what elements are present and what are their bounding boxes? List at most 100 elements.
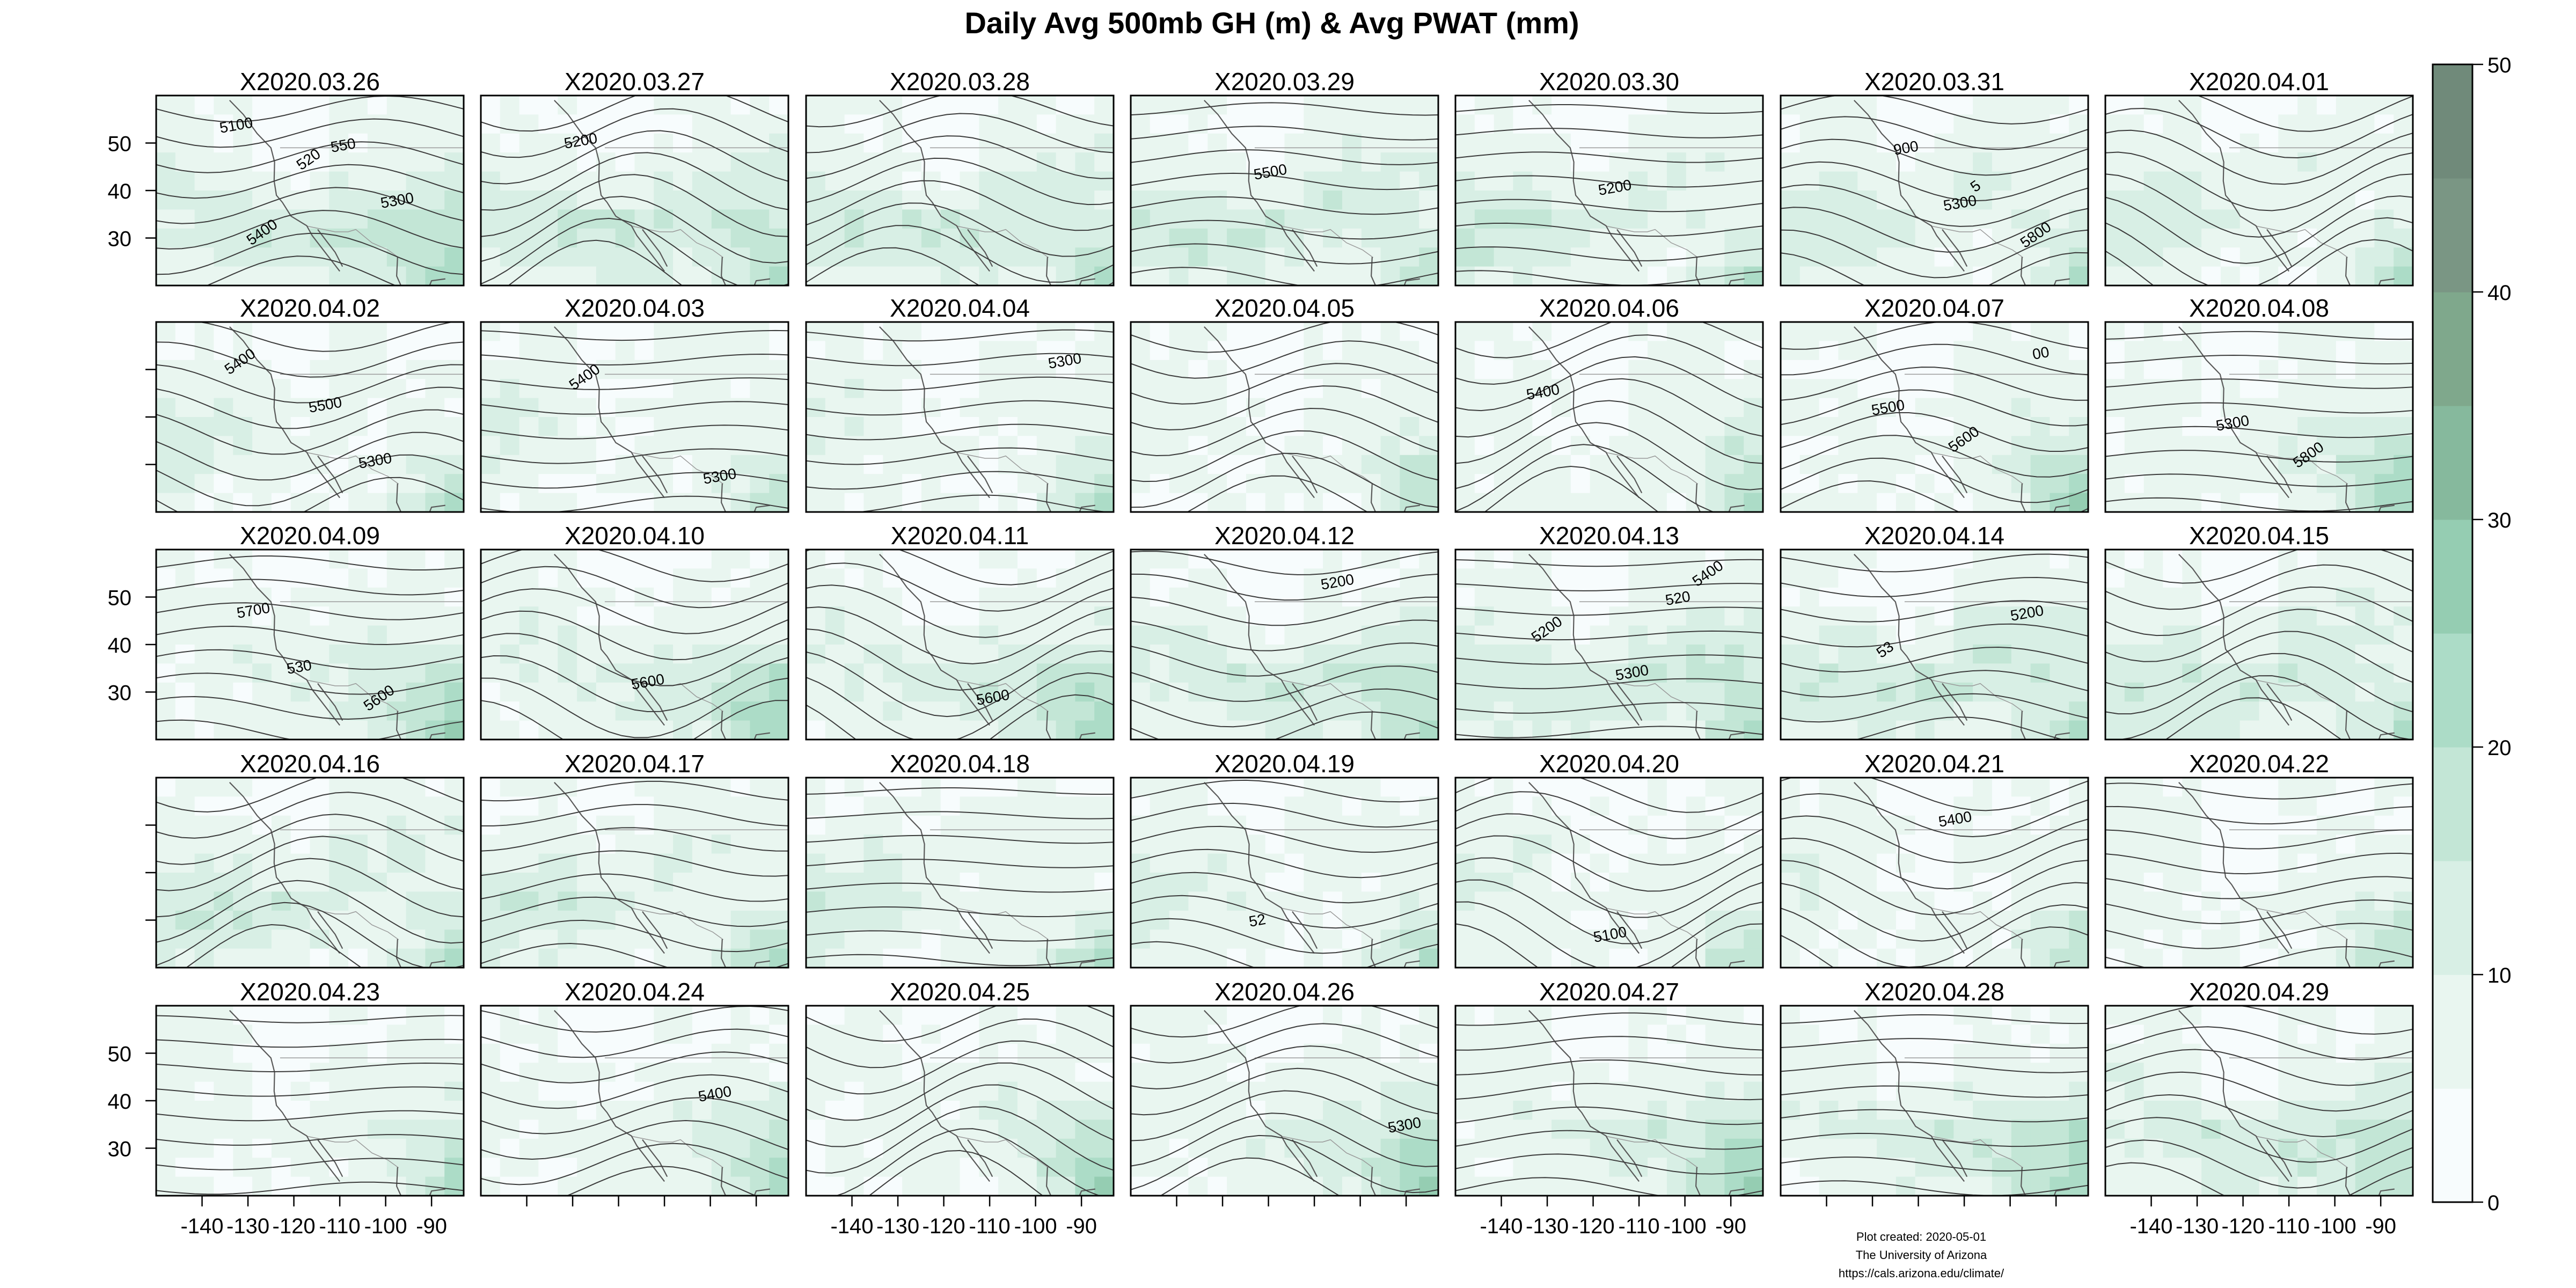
pwat-cell [1036, 625, 1057, 645]
pwat-cell [863, 360, 883, 379]
pwat-cell [577, 96, 597, 115]
pwat-cell [2163, 114, 2183, 134]
pwat-cell [2030, 322, 2050, 341]
pwat-cell [1380, 209, 1400, 229]
pwat-cell [1877, 682, 1897, 702]
pwat-cell [2240, 96, 2260, 115]
pwat-cell [1400, 96, 1419, 115]
pwat-cell [1513, 247, 1533, 267]
pwat-cell [1094, 568, 1114, 588]
pwat-cell [1934, 322, 1954, 341]
pwat-cell [1284, 663, 1304, 683]
pwat-cell [2316, 948, 2337, 968]
pwat-cell [194, 191, 214, 210]
pwat-cell [1513, 133, 1533, 153]
pwat-cell [902, 815, 922, 835]
pwat-cell [2124, 493, 2145, 512]
pwat-cell [519, 606, 539, 626]
pwat-cell [2182, 322, 2202, 341]
pwat-cell [615, 133, 635, 153]
pwat-cell [1781, 474, 1801, 494]
pwat-cell [2374, 455, 2394, 474]
pwat-cell [348, 568, 368, 588]
pwat-cell [940, 455, 961, 474]
pwat-cell [2050, 493, 2069, 512]
pwat-cell [960, 891, 979, 911]
pwat-cell [1380, 720, 1400, 740]
pwat-cell [1896, 322, 1916, 341]
pwat-cell [1474, 948, 1495, 968]
pwat-cell [806, 835, 826, 854]
pwat-cell [175, 209, 195, 229]
pwat-cell [2030, 682, 2050, 702]
pwat-cell [1686, 778, 1706, 797]
height-contour [156, 164, 464, 199]
pwat-cell [1208, 247, 1227, 267]
pwat-cell [1036, 379, 1057, 399]
pwat-cell [863, 379, 883, 399]
pwat-cell [2182, 436, 2202, 456]
pwat-cell [1246, 96, 1266, 115]
pwat-cell [1227, 191, 1247, 210]
pwat-cell [444, 778, 464, 797]
pwat-cell [2201, 209, 2221, 229]
pwat-cell [998, 152, 1018, 172]
pwat-cell [2105, 436, 2125, 456]
height-contour [806, 180, 1114, 231]
pwat-cell [1915, 873, 1935, 892]
pwat-cell [883, 191, 903, 210]
pwat-cell [940, 815, 961, 835]
pwat-cell [1304, 587, 1323, 607]
pwat-cell [1915, 568, 1935, 588]
pwat-cell [558, 815, 577, 835]
pwat-cell [1686, 96, 1706, 115]
height-contour [1781, 184, 2088, 227]
pwat-cell [1342, 720, 1362, 740]
pwat-cell [1208, 341, 1227, 361]
pwat-cell [156, 1158, 176, 1177]
pwat-cell [2394, 436, 2413, 456]
pwat-cell [444, 398, 464, 418]
pwat-cell [1781, 398, 1801, 418]
pwat-cell [1323, 379, 1343, 399]
pwat-cell [367, 587, 387, 607]
pwat-cell [1284, 815, 1304, 835]
pwat-cell [156, 1119, 176, 1139]
pwat-cell [425, 493, 445, 512]
pwat-cell [1017, 891, 1037, 911]
pwat-cell [1075, 455, 1095, 474]
pwat-cell [1284, 930, 1304, 949]
pwat-cell [2201, 948, 2221, 968]
pwat-cell [863, 778, 883, 797]
pwat-cell [673, 948, 693, 968]
height-contour [1131, 779, 1438, 803]
map-panel: X2020.04.09 [155, 522, 465, 741]
pwat-cell [1323, 398, 1343, 418]
pwat-cell [481, 645, 501, 664]
pwat-cell [1265, 948, 1285, 968]
height-contour [2105, 653, 2413, 715]
pwat-cell [902, 360, 922, 379]
pwat-cell [214, 360, 233, 379]
pwat-cell [940, 701, 961, 721]
pwat-cell [310, 322, 330, 341]
pwat-cell [1744, 663, 1763, 683]
pwat-cell [2259, 835, 2279, 854]
pwat-cell [1455, 398, 1475, 418]
pwat-cell [1246, 455, 1266, 474]
pwat-cell [1150, 152, 1170, 172]
pwat-cell [1513, 682, 1533, 702]
pwat-cell [1744, 266, 1763, 286]
pwat-cell [329, 778, 349, 797]
pwat-cell [1169, 663, 1189, 683]
pwat-cell [1304, 379, 1323, 399]
us-mexico-border [307, 908, 399, 940]
pwat-cell [654, 247, 674, 267]
pwat-cell [1474, 930, 1495, 949]
pwat-cell [1666, 341, 1687, 361]
pwat-cell [1781, 625, 1801, 645]
pwat-cell [1419, 455, 1438, 474]
pwat-cell [175, 228, 195, 248]
pwat-cell [271, 436, 291, 456]
panel-title: X2020.04.22 [2189, 750, 2329, 778]
